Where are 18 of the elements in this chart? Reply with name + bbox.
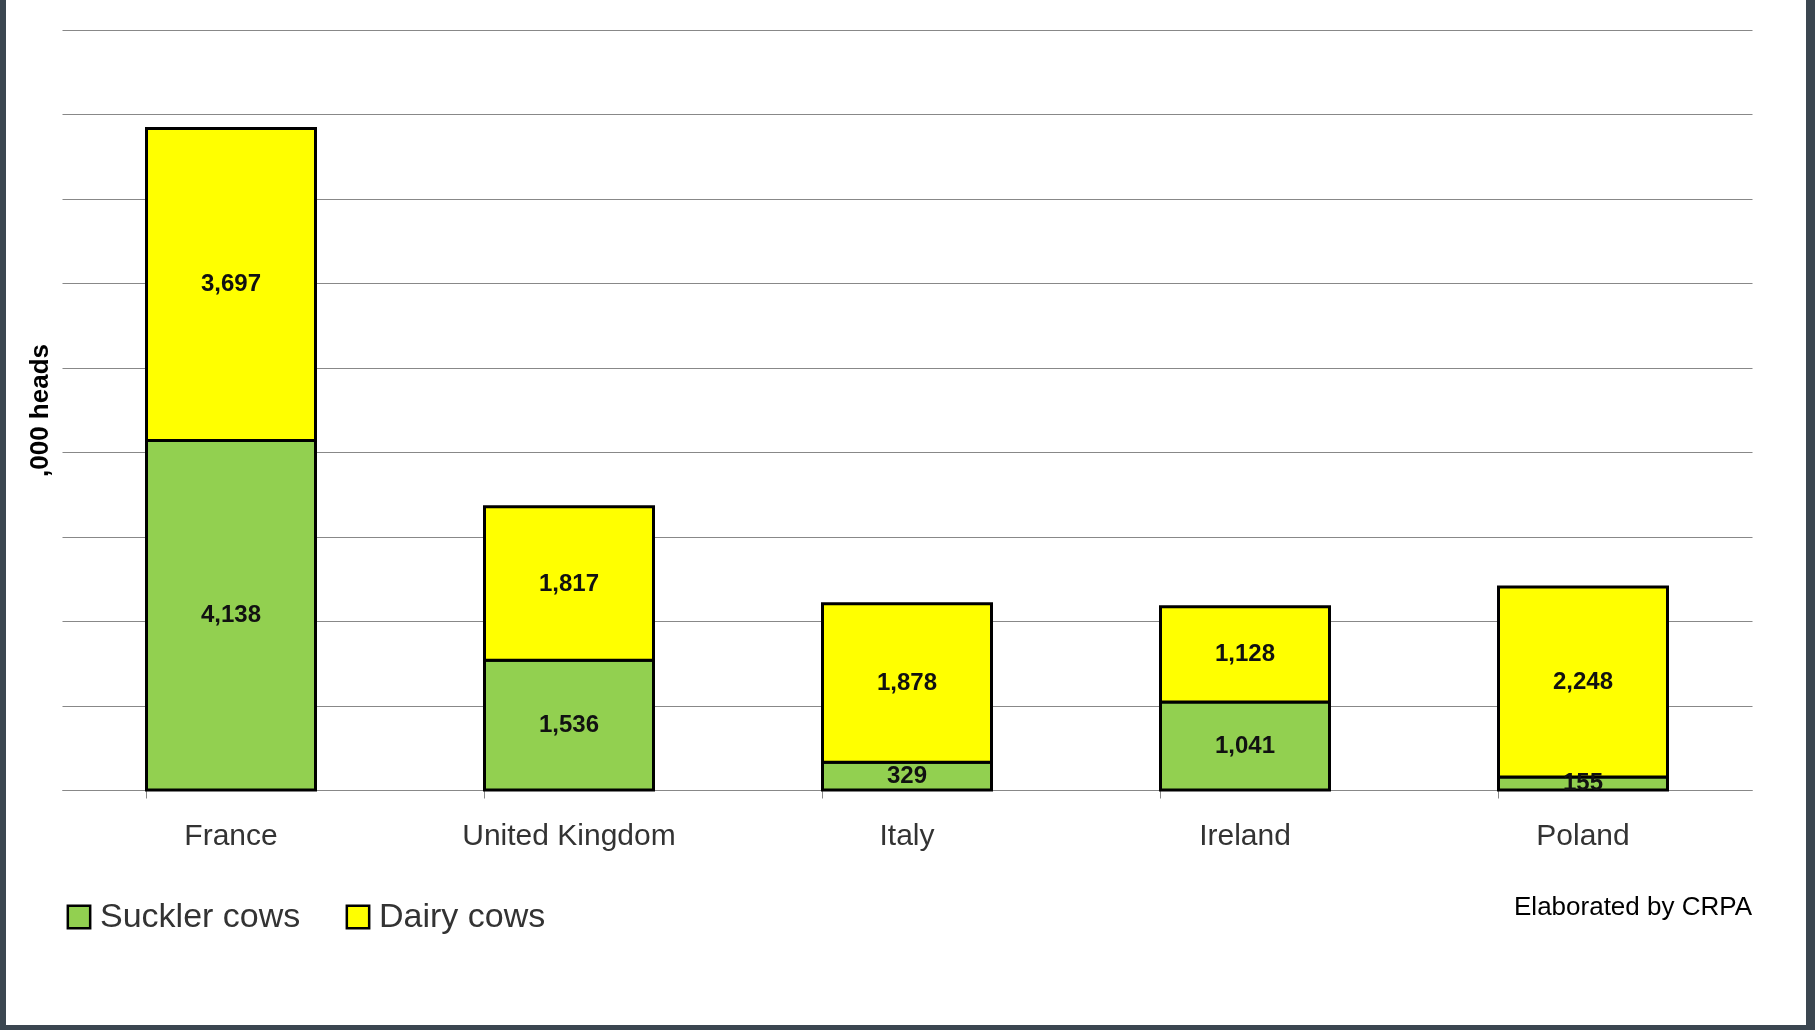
data-label: 1,536 xyxy=(538,710,600,738)
x-tick-label: United Kingdom xyxy=(462,817,676,851)
data-label: 2,248 xyxy=(1552,667,1614,694)
data-label: 4,138 xyxy=(200,600,262,628)
x-tick-label: Italy xyxy=(879,817,935,851)
legend-label: Dairy cows xyxy=(379,896,546,934)
data-label: 329 xyxy=(886,761,928,789)
y-axis-title: ,000 heads xyxy=(23,344,54,477)
legend-label: Suckler cows xyxy=(100,896,301,934)
data-label: 1,878 xyxy=(876,667,938,695)
x-tick-label: Ireland xyxy=(1199,817,1291,851)
data-label: 1,041 xyxy=(1214,731,1276,759)
data-label: 1,817 xyxy=(538,568,600,596)
x-tick-label: Poland xyxy=(1536,817,1630,851)
x-tick-label: France xyxy=(184,817,278,851)
data-label: 3,697 xyxy=(200,269,262,297)
data-label: 1,128 xyxy=(1214,639,1276,667)
text: Elaborated by CRPA xyxy=(1514,891,1753,921)
